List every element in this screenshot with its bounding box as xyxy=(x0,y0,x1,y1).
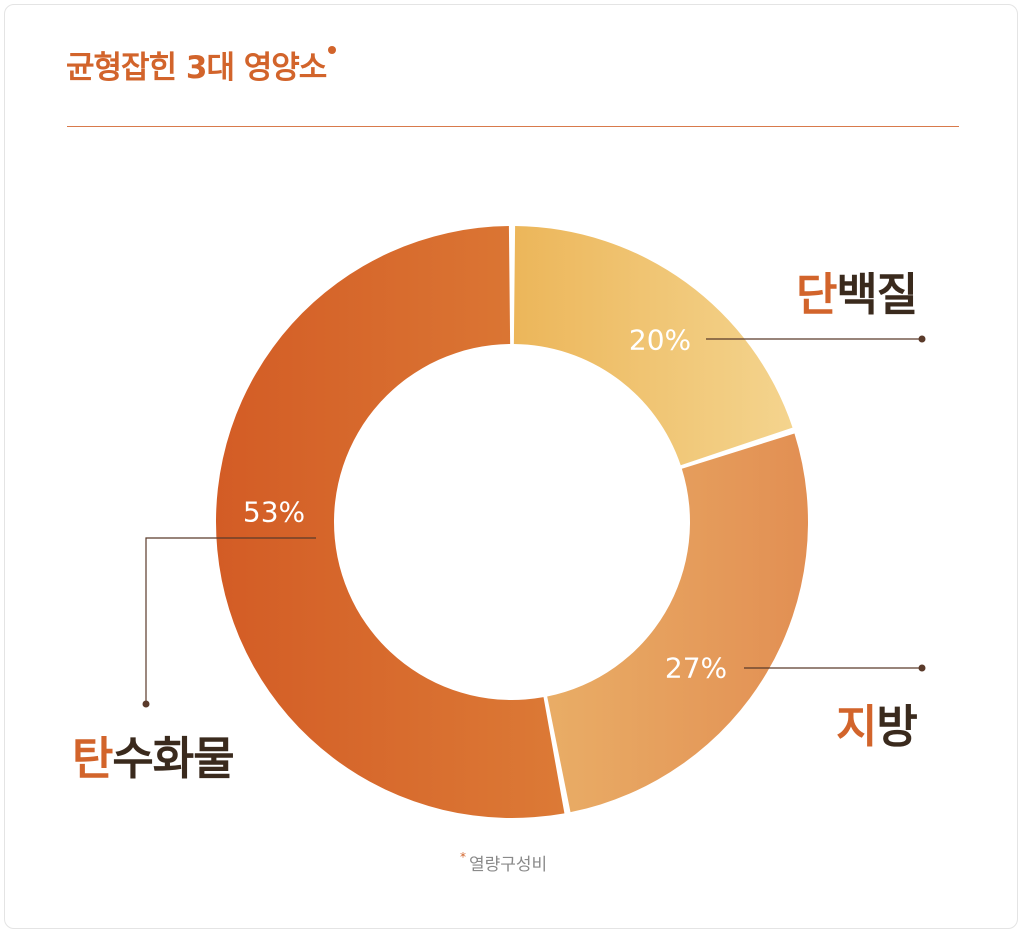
pct-label-carbohydrate: 53% xyxy=(243,496,305,529)
asterisk-icon: * xyxy=(460,850,466,864)
label-carbohydrate: 탄수화물 xyxy=(72,732,235,785)
leader-carbohydrate-dot xyxy=(142,700,150,708)
slice-fat xyxy=(547,433,809,813)
pct-label-protein: 20% xyxy=(629,324,691,357)
footnote: * 열량구성비 xyxy=(460,850,548,875)
slice-carbohydrate xyxy=(216,226,565,818)
leader-carbohydrate xyxy=(145,537,316,704)
label-fat: 지방 xyxy=(836,700,918,753)
leader-fat-dot xyxy=(918,664,926,672)
chart-title: 균형잡힌 3대 영양소 xyxy=(66,42,337,87)
pct-label-fat: 27% xyxy=(665,652,727,685)
slice-protein xyxy=(513,226,793,466)
leader-protein-dot xyxy=(918,335,926,343)
title-dot-icon xyxy=(328,46,337,54)
title-divider xyxy=(67,126,959,127)
label-protein: 단백질 xyxy=(796,268,918,321)
